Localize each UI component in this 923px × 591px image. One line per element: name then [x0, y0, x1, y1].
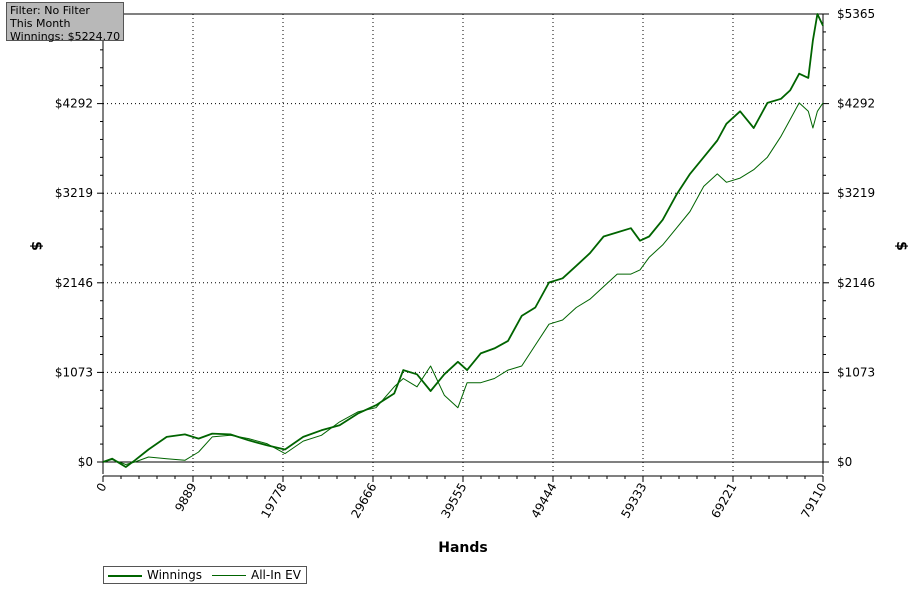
y-tick-label-left: $2146 — [55, 276, 93, 290]
x-tick-label: 39555 — [438, 481, 469, 521]
x-tick-label: 9889 — [172, 481, 199, 514]
x-tick-label: 49444 — [528, 481, 559, 521]
filter-info-box: Filter: No Filter This Month Winnings: $… — [6, 2, 124, 43]
y-tick-label-right: $3219 — [837, 186, 875, 200]
legend-label-winnings: Winnings — [147, 568, 202, 582]
y-tick-label-right: $1073 — [837, 365, 875, 379]
legend-item-allin-ev: All-In EV — [212, 568, 301, 582]
x-tick-label: 79110 — [798, 481, 829, 521]
chart-tick-labels: $0 $0 $1073 $1073 $2146 $2146 $3219 $3219 $4292 $… — [55, 7, 875, 521]
legend-swatch-allin-ev — [212, 575, 246, 576]
series-allin-ev-line — [102, 102, 824, 465]
x-axis-title: Hands — [438, 540, 488, 556]
x-tick-label: 29666 — [348, 481, 379, 521]
y-tick-label-left: $0 — [78, 455, 93, 469]
y-axis-title-left: $ — [28, 241, 44, 251]
chart-legend: Winnings All-In EV — [103, 566, 307, 584]
y-tick-label-right: $0 — [837, 455, 852, 469]
legend-swatch-winnings — [108, 574, 142, 577]
y-tick-label-left: $4292 — [55, 97, 93, 111]
x-tick-label: 69221 — [708, 481, 739, 521]
y-axis-title-right: $ — [893, 241, 909, 251]
y-tick-label-right: $5365 — [837, 7, 875, 21]
x-tick-label: 59333 — [618, 481, 649, 521]
y-tick-label-right: $2146 — [837, 276, 875, 290]
legend-item-winnings: Winnings — [108, 568, 202, 582]
winnings-text: Winnings: $5224.70 — [10, 30, 121, 43]
chart-axes — [97, 13, 829, 482]
series-winnings-line — [102, 13, 824, 468]
period-text: This Month — [10, 17, 71, 30]
legend-label-allin-ev: All-In EV — [251, 568, 301, 582]
x-tick-label: 0 — [94, 481, 110, 495]
y-tick-label-left: $1073 — [55, 365, 93, 379]
x-tick-label: 19778 — [258, 481, 289, 521]
y-tick-label-right: $4292 — [837, 97, 875, 111]
filter-text: Filter: No Filter — [10, 4, 90, 17]
y-tick-label-left: $3219 — [55, 186, 93, 200]
chart-series — [102, 13, 824, 468]
chart-grid — [103, 13, 823, 474]
